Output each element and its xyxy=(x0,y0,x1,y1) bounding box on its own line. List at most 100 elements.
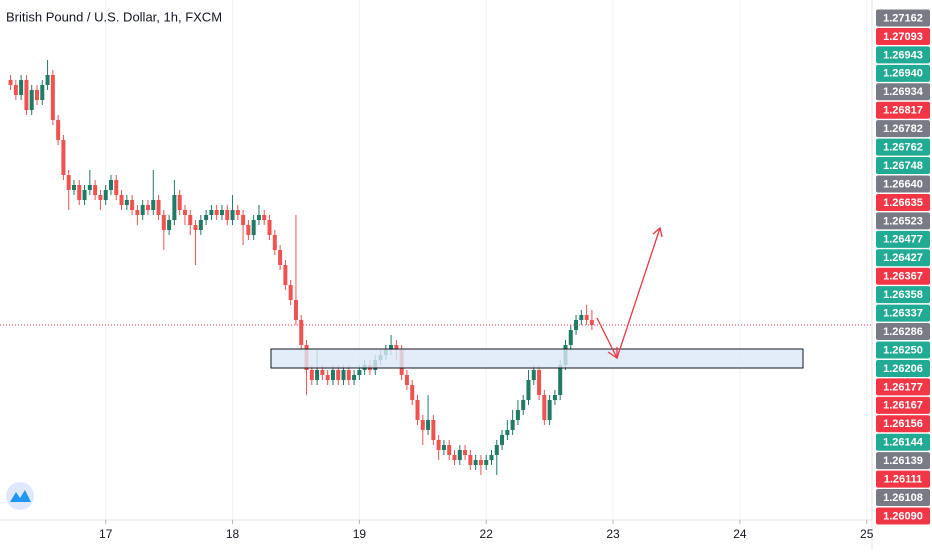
price-badge-label: 1.26250 xyxy=(883,344,923,356)
price-badge xyxy=(876,341,930,359)
candle-body xyxy=(156,200,161,215)
candle-body xyxy=(410,385,415,400)
price-badge xyxy=(876,120,930,138)
candle-body xyxy=(547,400,552,420)
candle-body xyxy=(352,375,357,380)
candle-body xyxy=(357,370,362,375)
candle-body xyxy=(56,120,61,140)
candle-body xyxy=(124,200,129,205)
price-badge-label: 1.26640 xyxy=(883,178,923,190)
price-badge xyxy=(876,359,930,377)
candle-body xyxy=(177,195,182,210)
candle-body xyxy=(320,370,325,375)
price-badge xyxy=(876,157,930,175)
candle-body xyxy=(34,90,39,100)
candle-body xyxy=(389,345,394,350)
candle-body xyxy=(246,225,251,235)
price-badge xyxy=(876,9,930,27)
price-badge-label: 1.26477 xyxy=(883,234,923,246)
price-badge-label: 1.26748 xyxy=(883,160,923,172)
candle-body xyxy=(415,400,420,420)
price-badge xyxy=(876,396,930,414)
candle-body xyxy=(262,215,267,220)
candle-body xyxy=(463,450,468,455)
candle-body xyxy=(484,460,489,465)
zone-box xyxy=(270,348,804,369)
candle-body xyxy=(19,80,24,95)
candle-body xyxy=(241,215,246,225)
candle-body xyxy=(29,90,34,110)
candle-body xyxy=(452,455,457,460)
price-badge xyxy=(876,46,930,64)
price-badge-label: 1.26206 xyxy=(883,363,923,375)
x-tick-label: 25 xyxy=(860,527,874,541)
price-badge-label: 1.26156 xyxy=(883,418,923,430)
candle-body xyxy=(204,215,209,220)
candle-body xyxy=(500,435,505,445)
candle-body xyxy=(172,195,177,220)
price-badge xyxy=(876,249,930,267)
arrow-up xyxy=(616,227,661,359)
candle-body xyxy=(426,420,431,430)
candle-body xyxy=(537,370,542,395)
candle-body xyxy=(103,190,108,200)
price-badge xyxy=(876,230,930,248)
candle-body xyxy=(40,85,45,100)
candle-body xyxy=(87,185,92,190)
price-badge xyxy=(876,83,930,101)
candle-body xyxy=(145,205,150,210)
candle-body xyxy=(552,395,557,400)
price-badge-label: 1.26337 xyxy=(883,308,923,320)
candle-body xyxy=(431,420,436,440)
candle-body xyxy=(584,315,589,320)
candle-body xyxy=(526,380,531,400)
price-badge-label: 1.26762 xyxy=(883,142,923,154)
price-badge xyxy=(876,304,930,322)
price-badge-label: 1.26943 xyxy=(883,49,923,61)
price-badge-label: 1.26427 xyxy=(883,252,923,264)
candle-body xyxy=(568,330,573,345)
price-badge-label: 1.27162 xyxy=(883,12,923,24)
price-badge-label: 1.26358 xyxy=(883,289,923,301)
candle-body xyxy=(315,370,320,380)
price-badge xyxy=(876,489,930,507)
price-badge xyxy=(876,507,930,525)
price-badge xyxy=(876,64,930,82)
candle-body xyxy=(251,220,256,235)
candle-body xyxy=(341,370,346,380)
candle-body xyxy=(404,375,409,385)
candle-body xyxy=(325,375,330,380)
candle-body xyxy=(447,445,452,455)
price-badge xyxy=(876,452,930,470)
candle-body xyxy=(235,210,240,215)
candle-body xyxy=(93,185,98,195)
candle-body xyxy=(336,370,341,380)
candles xyxy=(8,60,594,475)
candle-body xyxy=(457,450,462,460)
candle-body xyxy=(278,250,283,265)
candle-body xyxy=(299,320,304,345)
price-badge-label: 1.26635 xyxy=(883,197,923,209)
x-tick-label: 17 xyxy=(99,527,113,541)
candle-body xyxy=(193,225,198,230)
candle-body xyxy=(267,220,272,235)
candle-body xyxy=(119,195,124,205)
candle-body xyxy=(24,80,29,110)
candle-body xyxy=(130,200,135,210)
price-badge-label: 1.26111 xyxy=(884,474,923,486)
logo-mark xyxy=(10,490,31,502)
candle-body xyxy=(77,185,82,200)
candle-body xyxy=(589,320,594,325)
candle-body xyxy=(558,365,563,395)
candle-body xyxy=(71,185,76,190)
candle-body xyxy=(478,460,483,465)
candle-body xyxy=(542,395,547,420)
price-badge-label: 1.26090 xyxy=(883,510,923,522)
price-badge-label: 1.26177 xyxy=(883,381,923,393)
price-badge-label: 1.26167 xyxy=(883,400,923,412)
grid xyxy=(105,0,868,520)
candle-body xyxy=(108,180,113,190)
price-badge xyxy=(876,286,930,304)
candle-body xyxy=(209,210,214,215)
